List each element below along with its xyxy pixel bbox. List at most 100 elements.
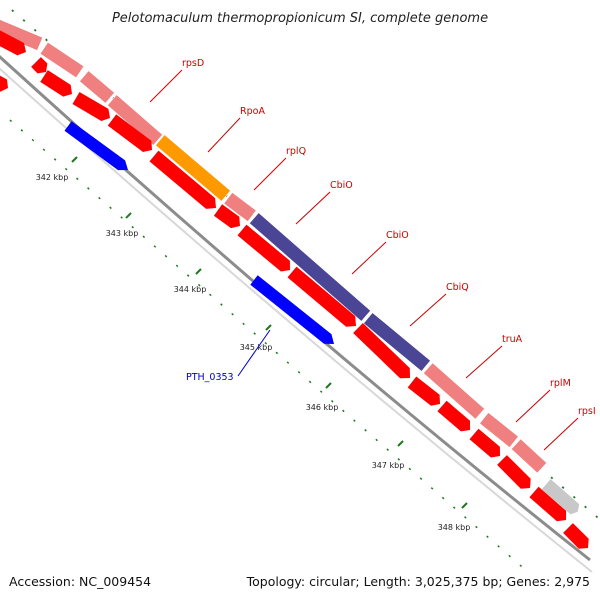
- major-tick: [397, 440, 404, 447]
- gene-feature-outer[interactable]: [248, 212, 372, 322]
- minor-tick: [33, 28, 37, 32]
- gene-feature-inner[interactable]: [72, 92, 111, 121]
- gene-feature-outer[interactable]: [79, 70, 115, 104]
- minor-tick: [595, 515, 599, 519]
- kbp-tick-label: 347 kbp: [372, 461, 405, 470]
- minor-tick: [475, 525, 478, 529]
- gene-feature-inner[interactable]: [353, 323, 410, 379]
- gene-feature-outer[interactable]: [223, 191, 257, 223]
- gene-feature-inner[interactable]: [0, 27, 26, 56]
- minor-tick: [342, 409, 345, 413]
- minor-tick: [42, 148, 46, 152]
- minor-tick: [175, 264, 179, 268]
- major-tick: [325, 382, 332, 389]
- minor-tick: [519, 564, 523, 568]
- minor-tick: [297, 370, 301, 374]
- minor-tick: [220, 303, 223, 306]
- gene-feature-inner[interactable]: [563, 523, 589, 549]
- minor-tick: [319, 390, 323, 393]
- minor-tick: [464, 516, 467, 519]
- gene-feature-inner[interactable]: [407, 376, 440, 406]
- gene-feature-inner[interactable]: [237, 224, 291, 272]
- minor-tick: [231, 312, 234, 316]
- gene-labels[interactable]: rpsD RpoA rplQ CbiO CbiO CbiQ truA rplM rpsI PTH_…: [149, 58, 596, 451]
- minor-tick: [164, 254, 168, 258]
- minor-tick: [242, 322, 245, 326]
- gene-feature-outer[interactable]: [479, 412, 519, 448]
- minor-tick: [22, 19, 26, 22]
- major-tick: [71, 156, 78, 163]
- minor-tick: [9, 119, 13, 123]
- gene-feature-outer[interactable]: [510, 438, 548, 474]
- minor-tick: [120, 216, 123, 219]
- minor-tick: [486, 535, 489, 539]
- kbp-tick-label: 343 kbp: [106, 229, 139, 238]
- label-leader-line: [465, 345, 503, 379]
- minor-tick: [419, 477, 423, 480]
- gene-feature-inner[interactable]: [529, 486, 567, 522]
- minor-tick: [153, 245, 157, 248]
- gene-label[interactable]: CbiQ: [446, 282, 469, 293]
- gene-features[interactable]: [0, 17, 589, 549]
- gene-feature-outer[interactable]: [0, 17, 44, 51]
- minor-tick: [572, 495, 576, 499]
- gene-feature-inner[interactable]: [40, 70, 72, 97]
- map-title: Pelotomaculum thermopropionicum SI, comp…: [112, 11, 488, 26]
- gene-feature-inner[interactable]: [469, 428, 501, 458]
- minor-tick: [430, 487, 434, 490]
- gene-label[interactable]: RpoA: [240, 106, 265, 117]
- gene-label[interactable]: rplM: [550, 378, 571, 389]
- gene-feature-inner[interactable]: [107, 114, 152, 152]
- label-leader-line: [237, 329, 271, 377]
- gene-feature-inner[interactable]: [437, 400, 470, 432]
- gene-label[interactable]: CbiO: [386, 230, 409, 241]
- minor-tick: [64, 167, 68, 171]
- gene-feature-inner[interactable]: [287, 266, 357, 327]
- minor-tick: [353, 419, 356, 422]
- minor-tick: [197, 283, 201, 287]
- gene-feature-outer[interactable]: [39, 41, 85, 79]
- gene-feature-inner[interactable]: [31, 57, 48, 74]
- label-leader-line: [207, 117, 241, 153]
- gene-label[interactable]: rpsI: [578, 406, 596, 417]
- minor-tick: [386, 448, 389, 451]
- minor-tick: [31, 138, 35, 142]
- minor-tick: [186, 274, 190, 277]
- minor-tick: [441, 496, 445, 500]
- genome-summary: Topology: circular; Length: 3,025,375 bp…: [246, 574, 590, 589]
- minor-tick: [209, 293, 212, 297]
- kbp-tick-label: 348 kbp: [438, 523, 471, 532]
- gene-feature-inner[interactable]: [149, 150, 217, 209]
- label-leader-line: [295, 191, 331, 225]
- gene-label[interactable]: CbiO: [330, 180, 353, 191]
- minor-tick: [75, 177, 79, 181]
- minor-tick: [87, 187, 90, 190]
- minor-tick: [364, 429, 367, 432]
- gene-feature-inner[interactable]: [213, 204, 240, 229]
- major-tick: [125, 212, 132, 219]
- major-tick: [265, 324, 272, 331]
- gene-feature-reverse[interactable]: [250, 275, 334, 344]
- gene-feature-inner[interactable]: [497, 455, 531, 489]
- minor-tick: [497, 545, 500, 548]
- label-leader-line: [409, 293, 447, 327]
- label-leader-line: [351, 241, 387, 275]
- minor-tick: [109, 206, 112, 210]
- gene-label[interactable]: truA: [502, 334, 523, 345]
- gene-label[interactable]: rpsD: [182, 58, 204, 69]
- gene-feature-reverse[interactable]: [64, 121, 129, 171]
- kbp-tick-label: 344 kbp: [174, 285, 207, 294]
- major-tick: [461, 502, 468, 509]
- gene-feature-outer[interactable]: [422, 362, 486, 420]
- gene-label[interactable]: rplQ: [286, 146, 306, 157]
- minor-tick: [286, 361, 290, 364]
- gene-feature-inner[interactable]: [0, 72, 8, 92]
- accession-label: Accession: NC_009454: [9, 574, 151, 589]
- gene-feature-outer[interactable]: [155, 134, 231, 202]
- minor-tick: [308, 380, 312, 384]
- minor-tick: [408, 467, 412, 471]
- gene-label[interactable]: PTH_0353: [186, 372, 234, 383]
- minor-tick: [508, 554, 511, 558]
- gene-feature-outer[interactable]: [363, 312, 431, 372]
